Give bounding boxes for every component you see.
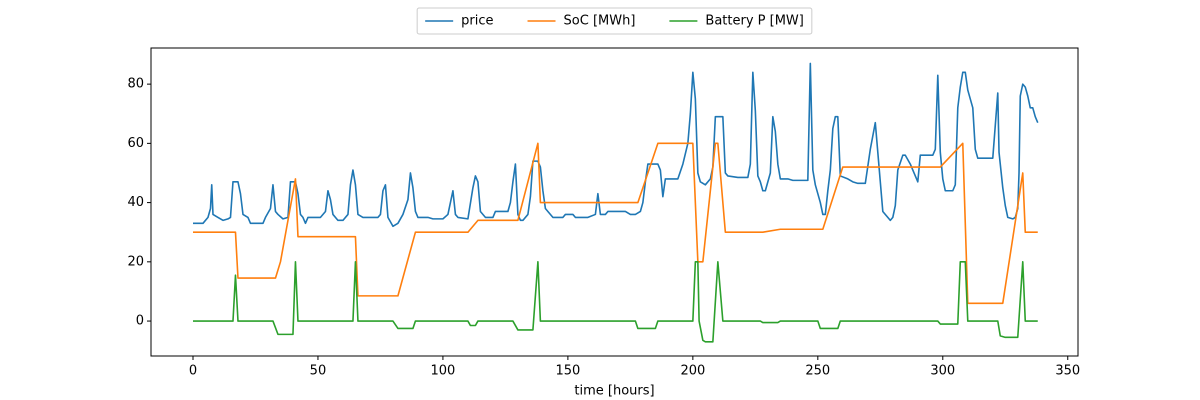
legend-item: Battery P [MW]	[669, 14, 804, 29]
legend-label: price	[461, 14, 493, 29]
x-tick-label: 200	[680, 364, 705, 379]
x-axis-label: time [hours]	[574, 384, 654, 399]
line-series	[192, 62, 1039, 228]
line-series	[192, 142, 1038, 305]
x-tick-label: 50	[310, 364, 327, 379]
legend-label: Battery P [MW]	[705, 14, 803, 29]
plot-area	[192, 62, 1039, 343]
axes-frame	[150, 47, 1079, 357]
legend-label: SoC [MWh]	[564, 14, 636, 29]
x-tick-label: 0	[189, 364, 197, 379]
y-tick-label: 80	[127, 77, 144, 92]
x-tick-label: 100	[431, 364, 456, 379]
x-tick-label: 300	[930, 364, 955, 379]
y-tick-label: 0	[136, 314, 144, 329]
legend-frame	[416, 7, 813, 35]
x-tick-label: 250	[805, 364, 830, 379]
legend: price SoC [MWh] Battery P [MW]	[416, 7, 813, 35]
y-tick-label: 40	[127, 195, 144, 210]
legend-item: SoC [MWh]	[527, 14, 636, 29]
y-tick-label: 60	[127, 136, 144, 151]
x-tick-label: 150	[555, 364, 580, 379]
line-series	[192, 261, 1038, 343]
y-tick-label: 20	[127, 254, 144, 269]
x-tick-label: 350	[1055, 364, 1080, 379]
legend-item: price	[425, 14, 494, 29]
